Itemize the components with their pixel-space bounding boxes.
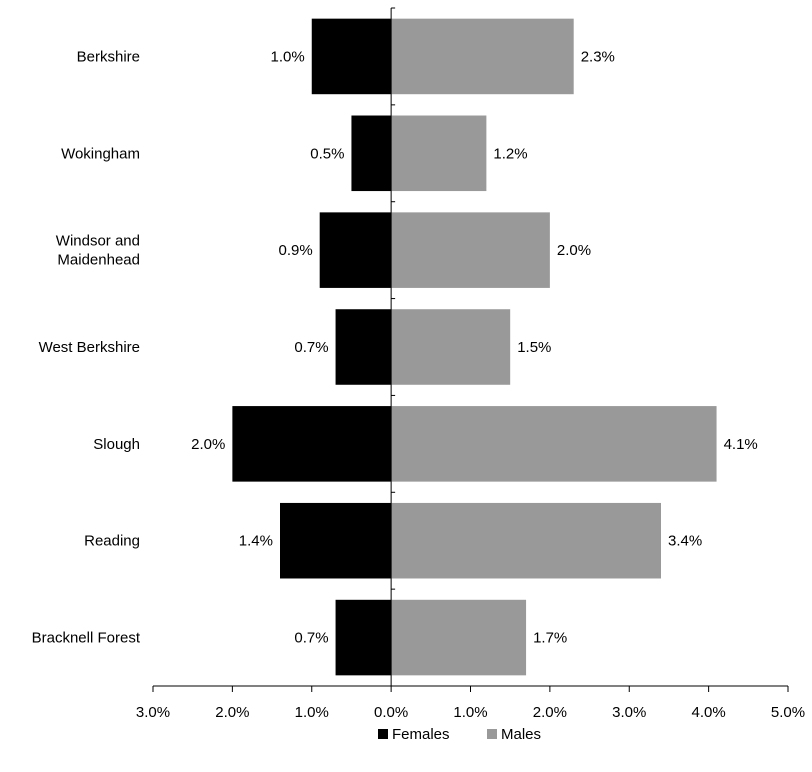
data-label-males-0: 2.3%	[581, 48, 615, 65]
x-tick-label-0: 3.0%	[136, 704, 170, 721]
x-tick-label-5: 2.0%	[533, 704, 567, 721]
bar-males-5	[391, 502, 661, 579]
data-label-males-3: 1.5%	[517, 339, 551, 356]
data-label-females-0: 1.0%	[271, 48, 305, 65]
bar-females-4	[232, 406, 392, 482]
data-label-females-3: 0.7%	[294, 339, 328, 356]
data-label-females-4: 2.0%	[191, 436, 225, 453]
x-tick-label-3: 0.0%	[374, 704, 408, 721]
data-label-females-6: 0.7%	[294, 630, 328, 647]
x-tick-label-1: 2.0%	[215, 704, 249, 721]
x-tick-label-4: 1.0%	[453, 704, 487, 721]
data-label-males-1: 1.2%	[493, 145, 527, 162]
legend-label-females: Females	[392, 726, 450, 743]
bar-males-0	[391, 18, 574, 95]
category-label-2: Windsor and Maidenhead	[56, 233, 140, 269]
category-label-3: West Berkshire	[39, 339, 140, 356]
category-label-5: Reading	[84, 533, 140, 550]
labels-layer: 1.0% 0.5% 0.9% 0.7% 2.0% 1.4% 0.7% 2.3% 1.2% 2.0%…	[32, 48, 805, 721]
data-label-females-1: 0.5%	[310, 145, 344, 162]
axes-layer	[152, 7, 789, 692]
x-tick-label-6: 3.0%	[612, 704, 646, 721]
x-tick-label-8: 5.0%	[771, 704, 805, 721]
bars-layer	[232, 18, 717, 676]
x-tick-label-2: 1.0%	[295, 704, 329, 721]
bar-males-2	[391, 212, 550, 288]
bar-females-2	[319, 212, 392, 288]
legend-label-males: Males	[501, 726, 541, 743]
bar-males-3	[391, 309, 511, 385]
x-tick-label-7: 4.0%	[692, 704, 726, 721]
bar-females-5	[280, 502, 392, 579]
category-label-6: Bracknell Forest	[32, 630, 141, 647]
category-label-4: Slough	[93, 436, 140, 453]
bar-males-1	[391, 115, 487, 192]
bar-females-0	[311, 18, 392, 95]
data-label-males-4: 4.1%	[724, 436, 758, 453]
bar-males-6	[391, 599, 527, 676]
data-label-males-6: 1.7%	[533, 630, 567, 647]
legend-swatch-males	[487, 729, 497, 739]
data-label-females-5: 1.4%	[239, 533, 273, 550]
data-label-males-5: 3.4%	[668, 533, 702, 550]
data-label-males-2: 2.0%	[557, 242, 591, 259]
bar-males-4	[391, 406, 717, 482]
bar-females-3	[335, 309, 392, 385]
bar-females-1	[351, 115, 392, 192]
category-label-1: Wokingham	[61, 145, 140, 162]
data-label-females-2: 0.9%	[278, 242, 312, 259]
legend-swatch-females	[378, 729, 388, 739]
bar-females-6	[335, 599, 392, 676]
legend[interactable]: Females Males	[378, 726, 541, 743]
category-label-0: Berkshire	[77, 48, 140, 65]
